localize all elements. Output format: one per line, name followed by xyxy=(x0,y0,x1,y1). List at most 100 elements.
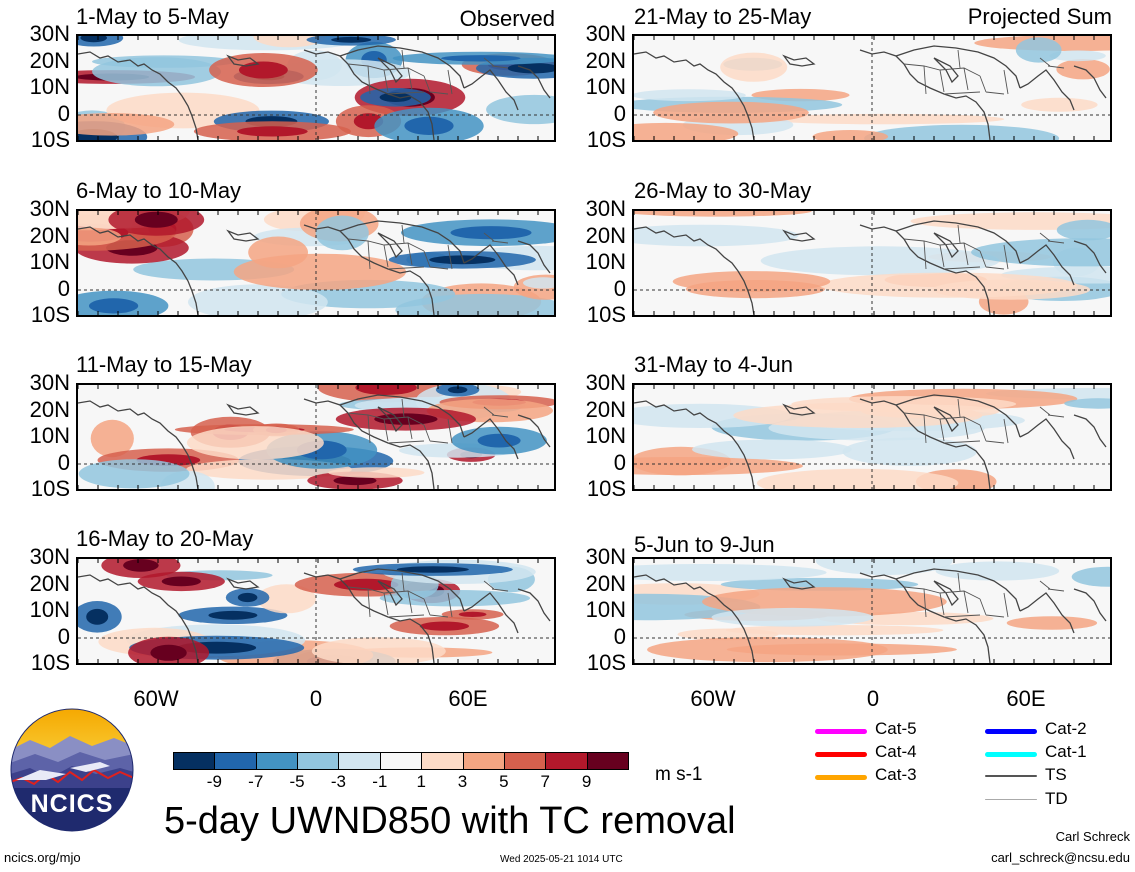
lon-label: 60W xyxy=(133,686,179,711)
lat-label: 10N xyxy=(585,597,626,622)
lat-label: 10S xyxy=(30,302,70,327)
colorbar-tick-label: -9 xyxy=(206,772,222,791)
colorbar-swatch xyxy=(173,752,216,770)
lat-label: 10N xyxy=(585,74,626,99)
footer-timestamp: Wed 2025-05-21 1014 UTC xyxy=(500,854,623,865)
lat-label: 0 xyxy=(613,449,626,475)
panel-title: 11-May to 15-May xyxy=(76,352,252,377)
lat-label: 0 xyxy=(613,623,626,649)
lat-label: 20N xyxy=(585,47,626,73)
colorbar-swatch xyxy=(214,752,257,770)
lat-label: 0 xyxy=(57,623,70,649)
lat-label: 10S xyxy=(586,650,626,675)
legend-swatch-cat2 xyxy=(985,729,1037,734)
anomaly-map xyxy=(76,209,556,317)
lat-label: 30N xyxy=(585,196,626,221)
lat-label: 0 xyxy=(57,275,70,301)
lat-label: 10N xyxy=(29,597,70,622)
legend-label: Cat-3 xyxy=(875,765,917,784)
legend-label: Cat-1 xyxy=(1045,742,1087,761)
lat-label: 30N xyxy=(585,544,626,569)
colorbar: -9 -7 -5 -3 -1 1 3 5 7 9 xyxy=(173,752,629,792)
lat-label: 0 xyxy=(57,100,70,126)
lat-label: 10N xyxy=(29,74,70,99)
main-title: 5-day UWND850 with TC removal xyxy=(164,800,736,842)
footer-url: ncics.org/mjo xyxy=(4,850,81,865)
colorbar-swatch xyxy=(297,752,340,770)
anomaly-map xyxy=(76,557,556,665)
colorbar-swatch xyxy=(586,752,629,770)
lat-label: 20N xyxy=(585,570,626,596)
lat-label: 30N xyxy=(585,370,626,395)
lat-label: 20N xyxy=(29,47,70,73)
panel-title: 6-May to 10-May xyxy=(76,178,242,203)
lat-label: 10S xyxy=(30,127,70,152)
colorbar-tick-label: -3 xyxy=(330,772,347,791)
anomaly-map xyxy=(632,383,1112,491)
legend-label: TD xyxy=(1045,789,1068,808)
colorbar-swatch xyxy=(255,752,299,770)
panel-title: 21-May to 25-May xyxy=(634,4,812,29)
lat-label: 30N xyxy=(585,21,626,46)
legend-label: TS xyxy=(1045,765,1067,784)
legend-swatch-td xyxy=(985,799,1037,800)
lat-label: 10N xyxy=(585,423,626,448)
panel-title: 31-May to 4-Jun xyxy=(634,352,793,377)
colorbar-swatch xyxy=(379,752,423,770)
colorbar-swatch xyxy=(462,752,505,770)
lat-label: 30N xyxy=(29,196,70,221)
lat-label: 0 xyxy=(57,449,70,475)
lat-label: 10N xyxy=(29,249,70,274)
lat-label: 10S xyxy=(586,476,626,501)
panel-title: 1-May to 5-May xyxy=(76,4,229,29)
lat-label: 20N xyxy=(585,396,626,422)
colorbar-swatch xyxy=(503,752,547,770)
footer-email: carl_schreck@ncsu.edu xyxy=(991,850,1130,865)
colorbar-swatch xyxy=(421,752,464,770)
colorbar-tick-label: 5 xyxy=(499,772,509,791)
anomaly-map xyxy=(632,34,1112,142)
anomaly-map xyxy=(632,557,1112,665)
colorbar-tick-label: -7 xyxy=(248,772,264,791)
legend-swatch-cat1 xyxy=(985,752,1037,757)
legend-swatch-ts xyxy=(985,775,1037,777)
anomaly-map xyxy=(76,383,556,491)
lon-label: 0 xyxy=(309,686,323,711)
lat-label: 30N xyxy=(29,544,70,569)
anomaly-map xyxy=(632,209,1112,317)
panel-title: 5-Jun to 9-Jun xyxy=(634,532,775,557)
panel-title: 16-May to 20-May xyxy=(76,526,254,551)
legend-label: Cat-4 xyxy=(875,742,917,761)
colorbar-tick-label: 1 xyxy=(416,772,426,791)
lat-label: 10S xyxy=(586,127,626,152)
footer-author: Carl Schreck xyxy=(1055,829,1130,844)
colorbar-swatch xyxy=(545,752,588,770)
colorbar-swatch xyxy=(338,752,381,770)
lat-label: 10N xyxy=(29,423,70,448)
colorbar-units: m s-1 xyxy=(655,764,703,785)
lat-label: 30N xyxy=(29,21,70,46)
projected-sum-label: Projected Sum xyxy=(967,4,1112,29)
lat-label: 0 xyxy=(613,275,626,301)
lat-label: 20N xyxy=(29,570,70,596)
legend-swatch-cat4 xyxy=(815,752,867,757)
lat-label: 10S xyxy=(586,302,626,327)
lat-label: 20N xyxy=(29,222,70,248)
legend-swatch-cat3 xyxy=(815,775,867,780)
panel-title: 26-May to 30-May xyxy=(634,178,812,203)
anomaly-map xyxy=(76,34,556,142)
lat-label: 20N xyxy=(29,396,70,422)
lon-label: 60W xyxy=(690,686,736,711)
lat-label: 0 xyxy=(613,100,626,126)
lon-label: 60E xyxy=(448,686,488,711)
colorbar-tick-label: 7 xyxy=(540,772,550,791)
lat-label: 10N xyxy=(585,249,626,274)
lon-label: 0 xyxy=(866,686,880,711)
lat-label: 10S xyxy=(30,650,70,675)
lat-label: 10S xyxy=(30,476,70,501)
colorbar-tick-label: -1 xyxy=(372,772,388,791)
logo-text: NCICS xyxy=(30,790,114,818)
legend-label: Cat-2 xyxy=(1045,719,1087,738)
lat-label: 30N xyxy=(29,370,70,395)
colorbar-tick-label: 3 xyxy=(457,772,468,791)
